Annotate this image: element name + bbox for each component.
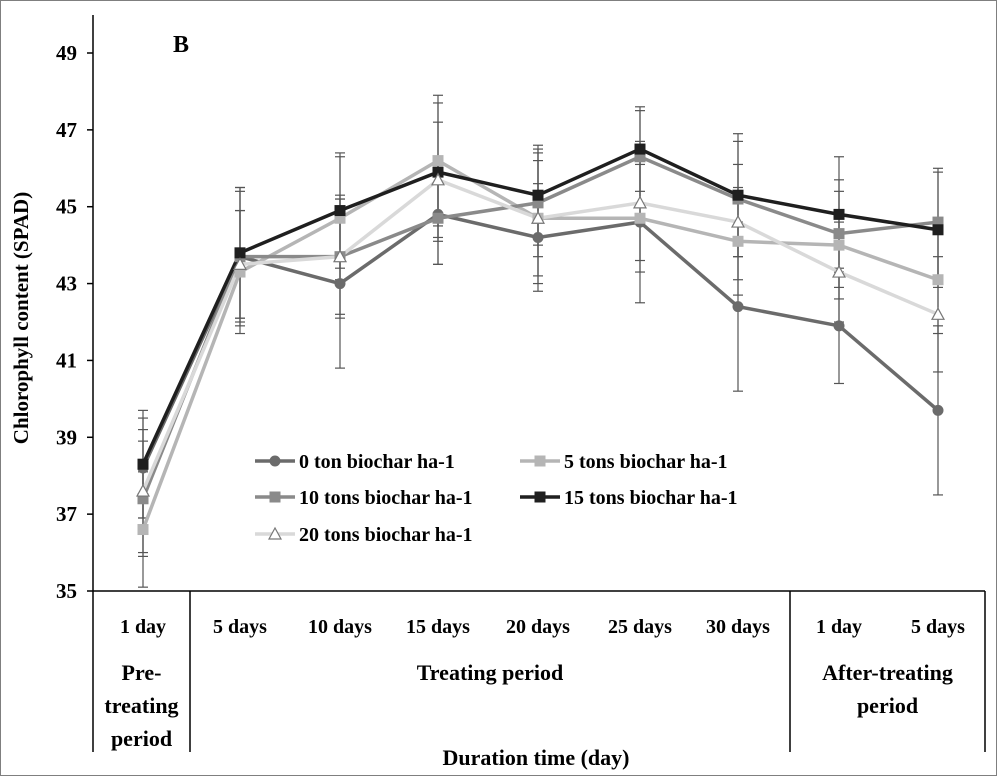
- group-label: period: [111, 726, 172, 751]
- data-point: [833, 208, 845, 220]
- data-point: [430, 172, 446, 186]
- legend-swatch-marker: [269, 491, 281, 503]
- y-tick-label: 41: [56, 348, 77, 372]
- legend-label: 15 tons biochar ha-1: [564, 487, 738, 509]
- data-point: [932, 274, 944, 286]
- group-label: After-treating: [822, 660, 953, 685]
- data-point: [831, 264, 847, 278]
- x-tick-label: 20 days: [506, 616, 570, 638]
- legend-swatch-marker: [267, 526, 283, 540]
- data-point: [532, 231, 544, 243]
- data-point: [137, 524, 149, 536]
- x-tick-label: 5 days: [911, 616, 965, 638]
- group-label: Treating period: [417, 660, 563, 685]
- legend-label: 20 tons biochar ha-1: [299, 524, 473, 546]
- tick-labels: 35 37 39 41 43 45 47 49 1 day 5 days 10 days 15 day…: [56, 41, 965, 751]
- panel-label: B: [173, 32, 189, 58]
- series-markers: [135, 143, 946, 536]
- y-tick-label: 35: [56, 579, 77, 603]
- axes: [87, 15, 986, 752]
- data-point: [530, 210, 546, 224]
- data-point: [732, 235, 744, 247]
- y-tick-label: 43: [56, 272, 77, 296]
- legend-label: 10 tons biochar ha-1: [299, 487, 473, 509]
- x-tick-label: 5 days: [213, 616, 267, 638]
- data-point: [634, 143, 646, 155]
- group-label: Pre-: [122, 660, 162, 685]
- group-label: treating: [104, 693, 178, 718]
- y-tick-label: 39: [56, 425, 77, 449]
- data-point: [932, 224, 944, 236]
- data-point: [833, 228, 845, 240]
- x-tick-label: 10 days: [308, 616, 372, 638]
- data-point: [135, 483, 151, 497]
- legend-swatch-marker: [534, 491, 546, 503]
- data-point: [232, 257, 248, 270]
- data-point: [732, 301, 744, 313]
- data-point: [833, 320, 845, 332]
- data-point: [732, 189, 744, 201]
- legend-label: 5 tons biochar ha-1: [564, 451, 728, 473]
- data-point: [634, 212, 646, 224]
- data-point: [932, 404, 944, 416]
- y-tick-label: 45: [56, 195, 77, 219]
- x-axis-label: Duration time (day): [443, 745, 630, 770]
- data-point: [334, 205, 346, 217]
- data-point: [332, 249, 348, 263]
- legend: 0 ton biochar ha-1 5 tons biochar ha-1 10 …: [255, 451, 738, 546]
- y-tick-label: 49: [56, 41, 77, 65]
- x-tick-label: 1 day: [120, 616, 166, 638]
- series-line-0: [141, 212, 940, 469]
- y-tick-label: 37: [56, 502, 77, 526]
- data-point: [833, 239, 845, 251]
- data-point: [334, 278, 346, 290]
- data-point: [532, 189, 544, 201]
- group-label: period: [857, 693, 918, 718]
- x-tick-label: 30 days: [706, 616, 770, 638]
- data-point: [137, 458, 149, 470]
- legend-swatch-marker: [269, 455, 281, 467]
- data-point: [632, 195, 648, 209]
- y-tick-label: 47: [56, 118, 77, 142]
- x-tick-label: 1 day: [816, 616, 862, 638]
- data-point: [432, 212, 444, 224]
- error-bars: [138, 94, 943, 588]
- y-axis-label: Chlorophyll content (SPAD): [9, 192, 33, 444]
- x-tick-label: 25 days: [608, 616, 672, 638]
- data-point: [432, 155, 444, 167]
- data-point: [730, 214, 746, 228]
- data-point: [930, 307, 946, 320]
- legend-swatch-marker: [534, 455, 546, 467]
- data-point: [234, 247, 246, 259]
- legend-label: 0 ton biochar ha-1: [299, 451, 455, 473]
- x-tick-label: 15 days: [406, 616, 470, 638]
